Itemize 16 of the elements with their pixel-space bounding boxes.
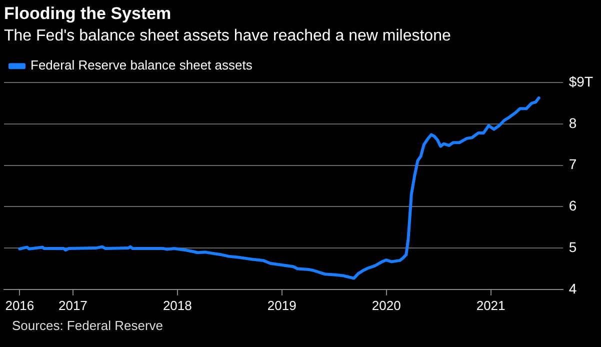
x-tick-label: 2018 xyxy=(162,298,192,313)
x-tick-label: 2020 xyxy=(372,298,401,313)
legend-label: Federal Reserve balance sheet assets xyxy=(30,58,253,73)
y-tick-label: $9T xyxy=(568,73,594,90)
source-note: Sources: Federal Reserve xyxy=(12,318,164,333)
y-tick-label: 8 xyxy=(568,114,577,131)
x-tick-label: 2019 xyxy=(267,298,296,313)
y-tick-label: 7 xyxy=(568,156,577,172)
y-tick-label: 5 xyxy=(568,238,577,255)
y-tick-label: 4 xyxy=(568,280,577,296)
x-tick-label: 2021 xyxy=(476,298,506,313)
chart-subtitle: The Fed's balance sheet assets have reached a new milestone xyxy=(4,27,451,44)
y-tick-label: 6 xyxy=(568,198,577,214)
x-tick-label: 2016 xyxy=(5,298,34,313)
x-tick-label: 2017 xyxy=(58,298,88,313)
chart-title: Flooding the System xyxy=(4,4,172,23)
